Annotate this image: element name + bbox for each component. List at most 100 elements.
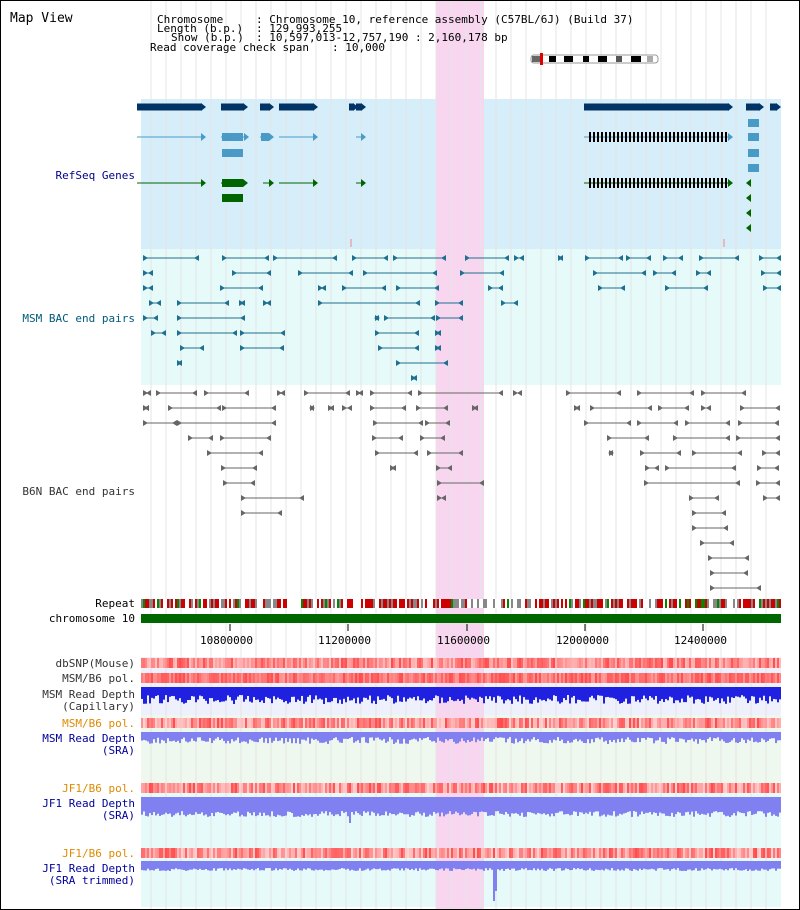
msm-depth-sra-bar	[619, 732, 621, 743]
msm-depth-capillary-bar	[329, 687, 331, 703]
track-label-jf1-pol-2[interactable]: JF1/B6 pol.	[62, 847, 135, 860]
jf1-pol-cell	[457, 783, 459, 793]
dbsnp-cell	[747, 658, 749, 668]
msm-b6-pol2-cell	[253, 718, 255, 728]
jf1-trimmed-bar	[149, 861, 151, 871]
jf1-pol2-cell	[273, 848, 275, 858]
msm-b6-pol2-cell	[205, 718, 207, 728]
repeat-segment	[533, 599, 535, 608]
jf1-pol2-cell	[643, 848, 645, 858]
msm-depth-sra-bar	[331, 732, 333, 740]
jf1-pol-cell	[155, 783, 157, 793]
msm-depth-sra-bar	[647, 732, 649, 738]
msm-depth-capillary-bar	[221, 687, 223, 702]
track-label-jf1-pol[interactable]: JF1/B6 pol.	[62, 782, 135, 795]
repeat-segment	[447, 599, 449, 608]
msm-depth-capillary-bar	[621, 687, 623, 703]
jf1-trimmed-bar	[193, 861, 195, 869]
track-label-msm-b6-pol-2[interactable]: MSM/B6 pol.	[62, 717, 135, 730]
header-span-key: Read coverage check span	[150, 41, 309, 54]
dbsnp-cell	[615, 658, 617, 668]
repeat-segment	[747, 599, 749, 608]
dbsnp-cell	[707, 658, 709, 668]
msm-depth-capillary-bar	[479, 687, 481, 697]
jf1-depth-bar	[603, 797, 605, 815]
msm-bac-pair-end	[222, 255, 227, 261]
b6n-bac-pair-end	[277, 390, 282, 396]
repeat-segment	[353, 599, 355, 608]
msm-b6-pol-cell	[327, 673, 329, 683]
msm-depth-capillary-bar	[649, 687, 651, 697]
msm-b6-pol-cell	[447, 673, 449, 683]
jf1-pol-cell	[721, 783, 723, 793]
jf1-depth-bar	[157, 797, 159, 814]
msm-b6-pol2-cell	[359, 718, 361, 728]
track-label-dbsnp[interactable]: dbSNP(Mouse)	[55, 657, 135, 670]
gene-exon-tick	[673, 178, 675, 188]
msm-depth-capillary-bar	[655, 687, 657, 697]
jf1-depth-bar	[287, 797, 289, 812]
repeat-segment	[531, 599, 533, 608]
jf1-depth-bar	[593, 797, 595, 813]
jf1-depth-bar	[543, 797, 545, 814]
jf1-pol2-cell	[327, 848, 329, 858]
jf1-depth-bar	[259, 797, 261, 813]
msm-bac-pair-end	[232, 270, 237, 276]
msm-b6-pol-cell	[401, 673, 403, 683]
track-label-msm-b6-pol[interactable]: MSM/B6 pol.	[62, 672, 135, 685]
msm-b6-pol2-cell	[173, 718, 175, 728]
repeat-segment	[291, 599, 293, 608]
jf1-trimmed-bar	[587, 861, 589, 870]
jf1-pol2-cell	[569, 848, 571, 858]
gene-exon-tick	[617, 178, 619, 188]
jf1-pol-cell	[287, 783, 289, 793]
msm-b6-pol2-cell	[543, 718, 545, 728]
msm-b6-pol-cell	[543, 673, 545, 683]
repeat-segment	[507, 599, 509, 608]
track-label-repeat[interactable]: Repeat	[95, 597, 135, 610]
jf1-pol-cell	[437, 783, 439, 793]
msm-depth-capillary-bar	[407, 687, 409, 699]
track-label-refseq[interactable]: RefSeq Genes	[55, 169, 135, 182]
msm-depth-capillary-bar	[715, 687, 717, 700]
msm-b6-pol-cell	[577, 673, 579, 683]
repeat-segment	[615, 599, 617, 608]
msm-depth-sra-bar	[539, 732, 541, 743]
msm-depth-capillary-bar	[311, 687, 313, 703]
msm-b6-pol-cell	[581, 673, 583, 683]
dbsnp-cell	[593, 658, 595, 668]
msm-b6-pol-cell	[201, 673, 203, 683]
msm-depth-sra-bar	[525, 732, 527, 741]
jf1-pol-cell	[217, 783, 219, 793]
jf1-trimmed-bar	[609, 861, 611, 871]
track-label-msm-depth-sra[interactable]: MSM Read Depth	[42, 732, 135, 745]
msm-b6-pol2-cell	[717, 718, 719, 728]
msm-b6-pol-cell	[269, 673, 271, 683]
track-label-jf1-depth[interactable]: JF1 Read Depth	[42, 797, 135, 810]
jf1-pol-cell	[187, 783, 189, 793]
jf1-trimmed-bar	[341, 861, 343, 869]
msm-depth-capillary-bar	[203, 687, 205, 699]
jf1-pol2-cell	[225, 848, 227, 858]
gene-exon-tick	[705, 132, 707, 142]
repeat-segment	[397, 599, 399, 608]
jf1-pol-cell	[369, 783, 371, 793]
track-label-chromosome[interactable]: chromosome 10	[48, 612, 135, 625]
jf1-pol-cell	[331, 783, 333, 793]
jf1-depth-bar	[165, 797, 167, 813]
jf1-pol-cell	[365, 783, 367, 793]
track-label-msm-bac[interactable]: MSM BAC end pairs	[22, 312, 135, 325]
msm-depth-sra-bar	[247, 732, 249, 744]
jf1-depth-bar	[517, 797, 519, 815]
msm-b6-pol2-cell	[661, 718, 663, 728]
msm-b6-pol-cell	[621, 673, 623, 683]
msm-depth-sra-bar	[629, 732, 631, 740]
track-label-b6n-bac[interactable]: B6N BAC end pairs	[22, 485, 135, 498]
b6n-bac-pair-end	[168, 405, 173, 411]
msm-depth-sra-bar	[245, 732, 247, 742]
track-label-msm-depth-capillary[interactable]: MSM Read Depth	[42, 688, 135, 701]
msm-b6-pol2-cell	[281, 718, 283, 728]
dbsnp-cell	[755, 658, 757, 668]
track-label-jf1-trimmed[interactable]: JF1 Read Depth	[42, 862, 135, 875]
